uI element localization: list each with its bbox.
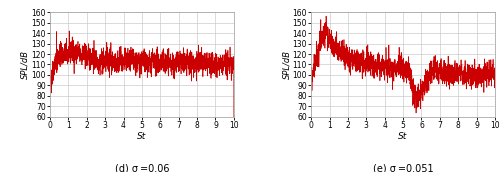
Y-axis label: SPL/dB: SPL/dB <box>21 50 30 79</box>
X-axis label: St: St <box>138 132 146 141</box>
Text: (e) σ =0.051: (e) σ =0.051 <box>372 163 434 172</box>
X-axis label: St: St <box>398 132 407 141</box>
Text: (d) σ =0.06: (d) σ =0.06 <box>114 163 169 172</box>
Y-axis label: SPL/dB: SPL/dB <box>282 50 291 79</box>
